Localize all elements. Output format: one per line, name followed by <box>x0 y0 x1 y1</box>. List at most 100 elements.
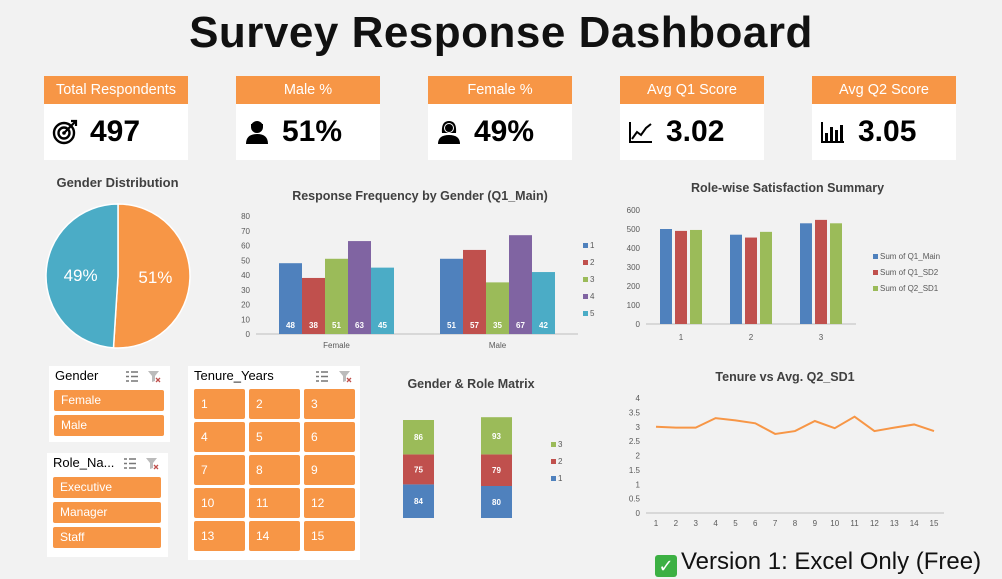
check-mark-icon: ✓ <box>655 555 677 577</box>
y-tick-label: 0 <box>636 509 641 518</box>
slicer-item-staff[interactable]: Staff <box>53 527 161 548</box>
kpi-card-male-percent: Male % 51% <box>236 76 380 160</box>
pie-slice-female <box>45 203 119 349</box>
bar-value-label: 57 <box>470 321 479 330</box>
kpi-value: 3.02 <box>666 115 725 148</box>
x-tick-label: 9 <box>813 519 818 528</box>
kpi-value: 49% <box>474 115 535 148</box>
legend-swatch-2 <box>873 286 878 291</box>
slicer-item-tenure-9[interactable]: 9 <box>304 455 355 485</box>
stack-value-label: 75 <box>414 465 423 474</box>
y-tick-label: 70 <box>241 227 250 236</box>
bar-value-label: 45 <box>378 321 387 330</box>
pie-chart-title: Gender Distribution <box>56 175 179 190</box>
y-tick-label: 50 <box>241 256 250 265</box>
slicer-title: Gender <box>55 368 99 383</box>
x-tick-label: 7 <box>773 519 778 528</box>
slicer-title: Tenure_Years <box>194 368 274 383</box>
slicer-item-executive[interactable]: Executive <box>53 477 161 498</box>
slicer-item-tenure-4[interactable]: 4 <box>194 422 245 452</box>
slicer-item-tenure-11[interactable]: 11 <box>249 488 300 518</box>
y-tick-label: 400 <box>627 244 641 253</box>
legend-label-3: 3 <box>590 275 595 284</box>
slicer-item-tenure-14[interactable]: 14 <box>249 521 300 551</box>
clear-filter-icon[interactable] <box>147 370 161 383</box>
line-chart-title: Tenure vs Avg. Q2_SD1 <box>715 370 855 384</box>
role-satisfaction-chart: 0 100 200 300 400 500 600 1 2 3 Sum of Q1_Main Sum … <box>627 206 940 342</box>
slicer-item-tenure-1[interactable]: 1 <box>194 389 245 419</box>
y-tick-label: 2.5 <box>629 437 641 446</box>
bar-male-1 <box>440 258 463 334</box>
legend-label-4: 4 <box>590 292 595 301</box>
tenure-slicer: Tenure_Years 1 2 3 4 5 6 7 8 9 10 11 12 13 14 15 <box>188 366 360 560</box>
slicer-item-manager[interactable]: Manager <box>53 502 161 523</box>
slicer-item-tenure-6[interactable]: 6 <box>304 422 355 452</box>
kpi-value: 497 <box>90 115 141 148</box>
clear-filter-icon[interactable] <box>145 457 159 470</box>
tenure-line-chart: 00.511.522.533.541 2 3 4 5 6 7 8 9 10 11 12 13 14 15 <box>629 394 944 528</box>
slicer-item-tenure-12[interactable]: 12 <box>304 488 355 518</box>
bar-female-5 <box>371 267 394 334</box>
y-tick-label: 100 <box>627 301 641 310</box>
y-tick-label: 1 <box>636 480 641 489</box>
stack-value-label: 84 <box>414 497 423 506</box>
y-tick-label: 0 <box>636 320 641 329</box>
x-tick-label: 5 <box>733 519 738 528</box>
kpi-label: Avg Q2 Score <box>812 76 956 104</box>
legend-swatch-1 <box>551 476 556 481</box>
y-tick-label: 200 <box>627 282 641 291</box>
x-tick-label: 12 <box>870 519 879 528</box>
tenure-line-series <box>655 415 935 435</box>
legend-label-1: 1 <box>558 474 563 483</box>
slicer-item-tenure-3[interactable]: 3 <box>304 389 355 419</box>
slicer-item-tenure-13[interactable]: 13 <box>194 521 245 551</box>
legend-swatch-2 <box>583 260 588 265</box>
x-tick-label: 10 <box>830 519 839 528</box>
bar-value-label: 42 <box>539 321 548 330</box>
stack-male-1 <box>481 486 512 518</box>
gender-role-matrix-chart: 84 75 86 80 79 93 3 2 1 <box>403 417 563 518</box>
stack-female-3 <box>403 420 434 455</box>
slicer-item-tenure-15[interactable]: 15 <box>304 521 355 551</box>
x-tick-label: 11 <box>850 519 859 528</box>
pie-label-female: 49% <box>64 266 98 285</box>
slicer-item-tenure-8[interactable]: 8 <box>249 455 300 485</box>
y-tick-label: 40 <box>241 271 250 280</box>
x-tick-label: 14 <box>910 519 919 528</box>
clear-filter-icon[interactable] <box>338 370 352 383</box>
kpi-card-avg-q2: Avg Q2 Score 3.05 <box>812 76 956 160</box>
kpi-card-avg-q1: Avg Q1 Score 3.02 <box>620 76 764 160</box>
bar-role-3-series-0 <box>800 223 812 324</box>
bar-chart-icon <box>821 122 844 143</box>
x-tick-label: 8 <box>793 519 798 528</box>
slicer-item-female[interactable]: Female <box>54 390 164 411</box>
bar-role-1-series-0 <box>660 229 672 324</box>
legend-swatch-3 <box>551 442 556 447</box>
slicer-item-tenure-5[interactable]: 5 <box>249 422 300 452</box>
male-user-icon <box>246 121 268 144</box>
multi-select-icon[interactable] <box>315 370 329 383</box>
legend-label-2: 2 <box>558 457 563 466</box>
bar-value-label: 51 <box>447 321 456 330</box>
slicer-item-tenure-7[interactable]: 7 <box>194 455 245 485</box>
bar-value-label: 38 <box>309 321 318 330</box>
kpi-card-total-respondents: Total Respondents 497 <box>44 76 188 160</box>
x-tick-label: Male <box>489 341 507 350</box>
kpi-value: 3.05 <box>858 115 917 148</box>
y-tick-label: 80 <box>241 212 250 221</box>
slicer-item-male[interactable]: Male <box>54 415 164 436</box>
multi-select-icon[interactable] <box>123 457 137 470</box>
slicer-item-tenure-10[interactable]: 10 <box>194 488 245 518</box>
multi-select-icon[interactable] <box>125 370 139 383</box>
version-text: Version 1: Excel Only (Free) <box>681 548 982 575</box>
dashboard-title: Survey Response Dashboard <box>189 8 813 57</box>
y-tick-label: 2 <box>636 452 641 461</box>
bar-female-3 <box>325 258 348 334</box>
female-user-icon <box>438 121 460 144</box>
bar-value-label: 35 <box>493 321 502 330</box>
slicer-item-tenure-2[interactable]: 2 <box>249 389 300 419</box>
bar-male-5 <box>532 272 555 334</box>
matrix-chart-title: Gender & Role Matrix <box>407 377 535 391</box>
legend-label-2: 2 <box>590 258 595 267</box>
